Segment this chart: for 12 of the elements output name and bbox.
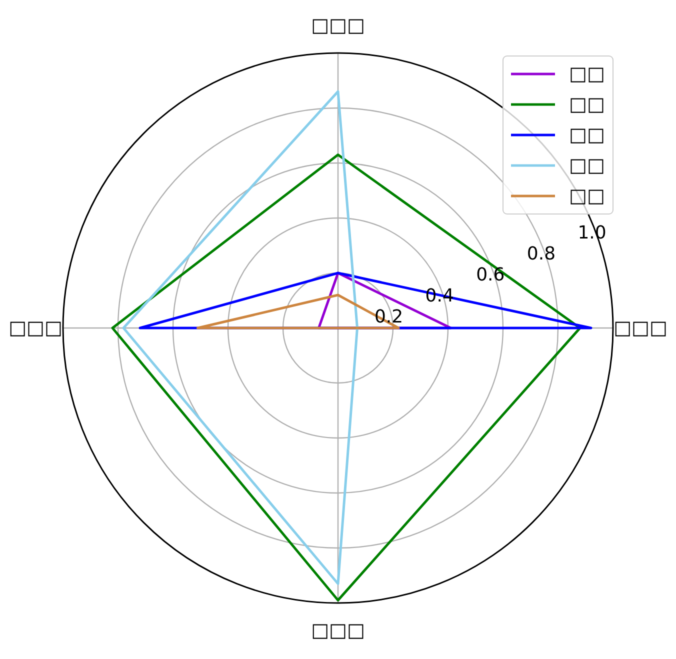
spoke-label: □□□ [8, 317, 62, 339]
y-tick-label: 0.8 [526, 243, 556, 264]
legend-label: □□ [569, 94, 605, 116]
legend-label: □□ [569, 185, 605, 207]
legend-label: □□ [569, 154, 605, 176]
spoke-label: □□□ [614, 317, 668, 339]
legend-label: □□ [569, 63, 605, 85]
legend-label: □□ [569, 124, 605, 146]
spoke-label: □□□ [311, 620, 365, 642]
y-tick-label: 0.6 [476, 264, 505, 286]
y-tick-label: 0.2 [374, 306, 404, 328]
spoke-label: □□□ [311, 14, 365, 36]
